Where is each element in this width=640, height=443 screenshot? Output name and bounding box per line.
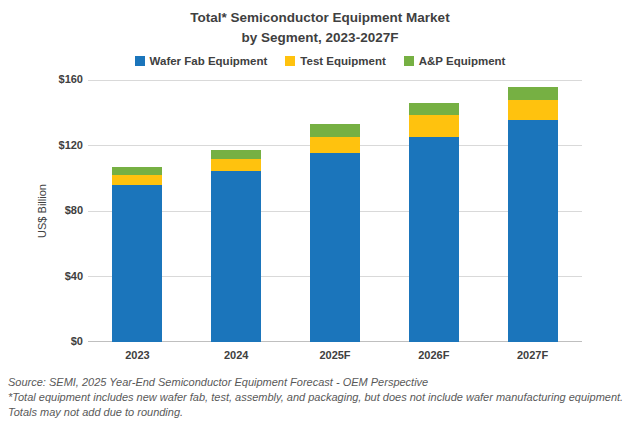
bar-2025f — [310, 124, 360, 342]
bar-slot-2023 — [88, 80, 187, 342]
bar-segment-test-equipment — [310, 137, 360, 153]
total-definition-line: *Total equipment includes new wafer fab,… — [8, 390, 636, 405]
bar-segment-test-equipment — [508, 100, 558, 120]
y-tick-120: $120 — [59, 139, 83, 151]
bar-slot-2025f — [286, 80, 385, 342]
x-tick-2026f: 2026F — [384, 349, 483, 361]
x-tick-2025f: 2025F — [286, 349, 385, 361]
bar-segment-a-p-equipment — [112, 167, 162, 174]
bar-segment-wafer-fab-equipment — [211, 171, 261, 342]
footnote-block: Source: SEMI, 2025 Year-End Semiconducto… — [8, 375, 636, 420]
bar-segment-wafer-fab-equipment — [508, 120, 558, 342]
legend-label: Test Equipment — [300, 55, 385, 67]
y-tick-160: $160 — [59, 73, 83, 85]
legend-label: Wafer Fab Equipment — [150, 55, 268, 67]
plot-area — [88, 80, 582, 342]
chart-title-line2: by Segment, 2023-2027F — [0, 28, 640, 48]
bar-slot-2026f — [384, 80, 483, 342]
bar-segment-test-equipment — [409, 115, 459, 136]
x-axis-labels: 202320242025F2026F2027F — [88, 349, 582, 361]
x-tick-2024: 2024 — [187, 349, 286, 361]
x-tick-2023: 2023 — [88, 349, 187, 361]
legend-item-wafer-fab-equipment: Wafer Fab Equipment — [135, 55, 268, 67]
legend: Wafer Fab Equipment Test Equipment A&P Equ… — [0, 55, 640, 67]
bar-segment-a-p-equipment — [310, 124, 360, 136]
y-tick-40: $40 — [65, 270, 83, 282]
bar-segment-wafer-fab-equipment — [112, 185, 162, 342]
legend-item-test-equipment: Test Equipment — [285, 55, 385, 67]
bar-segment-a-p-equipment — [211, 150, 261, 159]
bar-2027f — [508, 87, 558, 342]
bar-2024 — [211, 150, 261, 342]
bar-segment-a-p-equipment — [409, 103, 459, 115]
legend-item-a-p-equipment: A&P Equipment — [404, 55, 506, 67]
chart-title-line1: Total* Semiconductor Equipment Market — [0, 8, 640, 28]
y-tick-0: $0 — [71, 335, 83, 347]
legend-swatch-icon — [285, 56, 295, 66]
bar-2026f — [409, 103, 459, 342]
bar-segment-wafer-fab-equipment — [409, 137, 459, 343]
legend-swatch-icon — [135, 56, 145, 66]
chart-canvas: Total* Semiconductor Equipment Market by… — [0, 0, 640, 443]
x-tick-2027f: 2027F — [483, 349, 582, 361]
bar-segment-test-equipment — [211, 159, 261, 171]
source-line: Source: SEMI, 2025 Year-End Semiconducto… — [8, 375, 636, 390]
bar-segment-a-p-equipment — [508, 87, 558, 99]
bar-slot-2027f — [483, 80, 582, 342]
legend-label: A&P Equipment — [419, 55, 506, 67]
y-tick-80: $80 — [65, 204, 83, 216]
rounding-note-line: Totals may not add due to rounding. — [8, 405, 636, 420]
bar-segment-test-equipment — [112, 175, 162, 185]
chart-title: Total* Semiconductor Equipment Market by… — [0, 8, 640, 48]
legend-swatch-icon — [404, 56, 414, 66]
bar-segment-wafer-fab-equipment — [310, 153, 360, 342]
bar-slot-2024 — [187, 80, 286, 342]
bar-row — [88, 80, 582, 342]
bar-2023 — [112, 167, 162, 342]
